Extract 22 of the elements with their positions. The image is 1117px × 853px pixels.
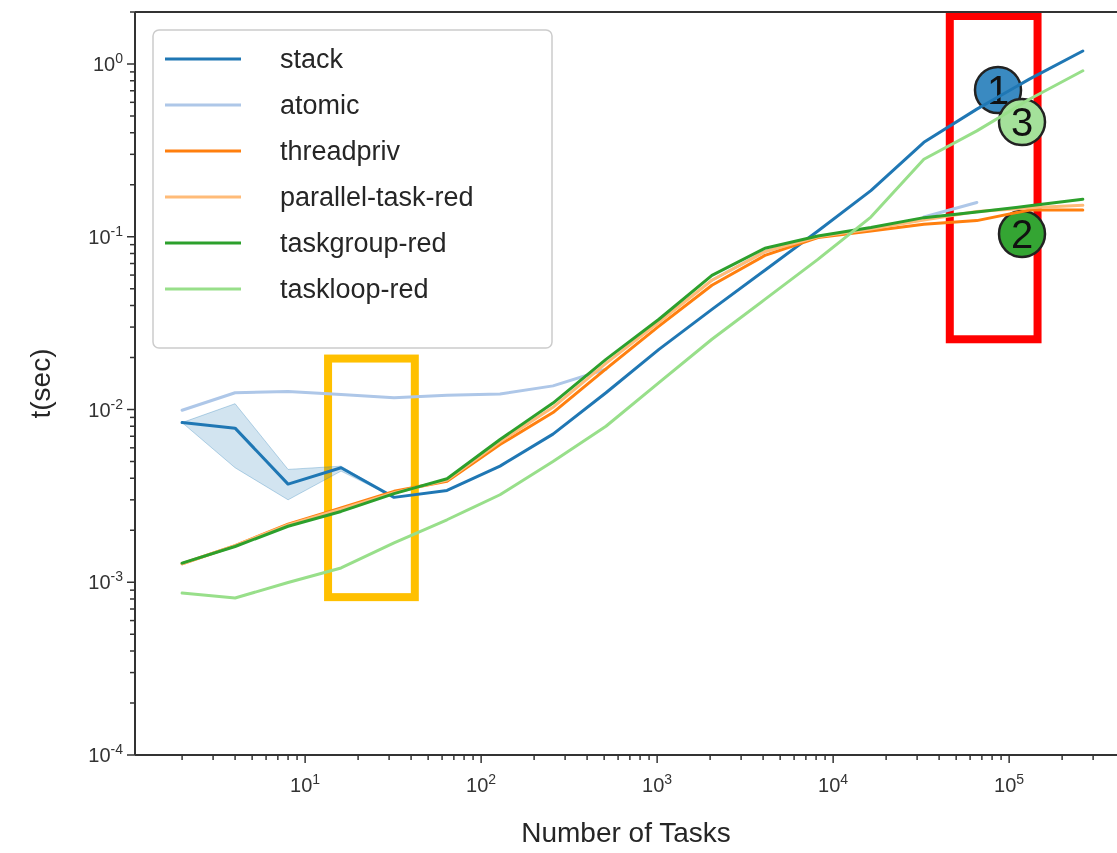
legend-label: threadpriv [280,136,401,166]
y-tick-label: 10$^{-2}$ [88,395,124,421]
y-axis-title: t(sec) [25,348,56,419]
x-tick-label: 10$^{4}$ [818,771,849,796]
line-series [180,49,1085,499]
legend-label: taskloop-red [280,274,429,304]
x-axis-title: Number of Tasks [521,817,731,848]
y-tick-label: 10$^{0}$ [92,50,124,75]
legend-label: atomic [280,90,360,120]
y-tick-label: 10$^{-3}$ [88,568,124,594]
x-tick-label: 10$^{1}$ [290,771,321,796]
annotation: 2 [1010,212,1034,256]
line-series [180,69,1085,600]
y-tick-label: 10$^{-1}$ [88,222,124,248]
x-tick-label: 10$^{2}$ [466,771,497,796]
annotation: 3 [1010,100,1034,144]
x-tick-label: 10$^{5}$ [994,771,1025,796]
legend-label: parallel-task-red [280,182,474,212]
y-tick-label: 10$^{-4}$ [88,741,124,766]
legend-label: stack [280,44,344,74]
legend-label: taskgroup-red [280,228,447,258]
x-tick-label: 10$^{3}$ [642,771,673,796]
